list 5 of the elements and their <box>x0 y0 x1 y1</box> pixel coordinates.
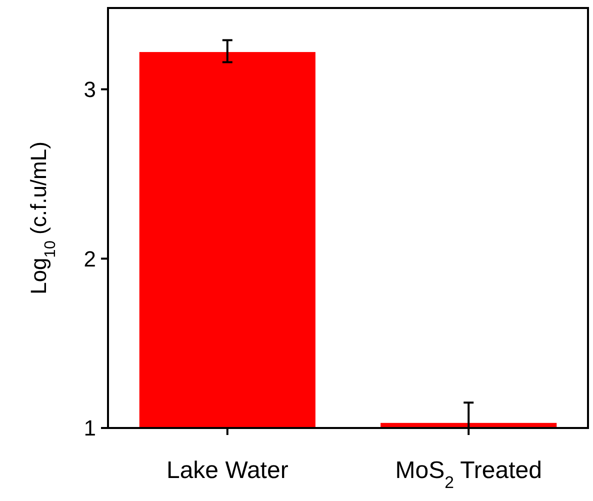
y-tick-label: 1 <box>84 416 96 441</box>
x-tick-label: MoS$_{2}$ Treated <box>395 457 542 492</box>
y-tick-label: 2 <box>84 246 96 272</box>
y-tick-label: 3 <box>84 76 96 102</box>
x-tick-label: Lake Water <box>166 457 288 484</box>
